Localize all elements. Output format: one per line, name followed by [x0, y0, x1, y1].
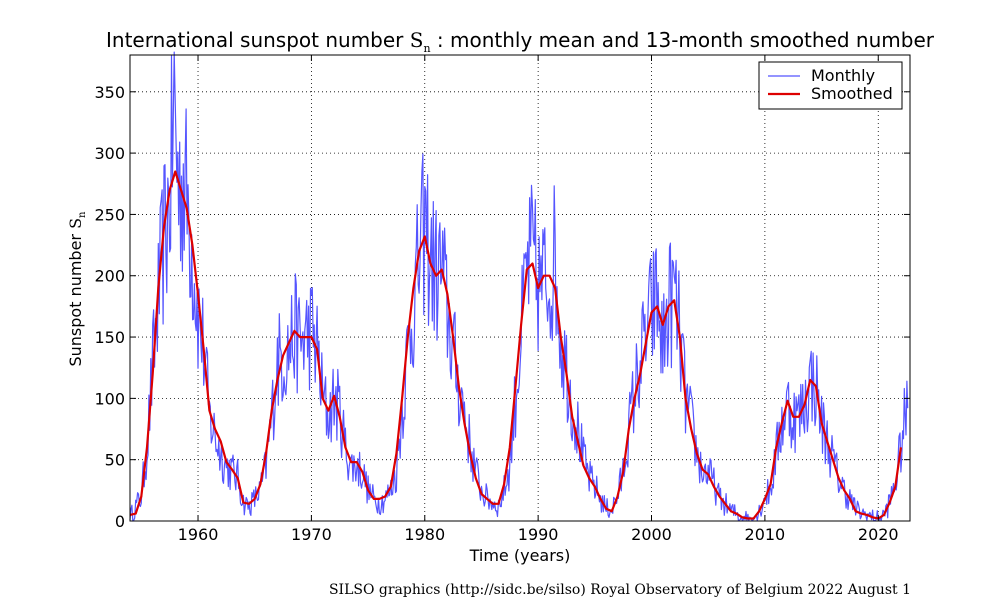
x-tick-label: 1980	[404, 525, 445, 544]
series-smoothed-line	[129, 170, 902, 520]
chart-title-symbol: S	[410, 28, 424, 52]
legend-label-smoothed: Smoothed	[811, 84, 893, 103]
y-axis-label-symbol: S	[66, 218, 85, 229]
chart-title: International sunspot number Sn : monthl…	[106, 28, 935, 55]
x-tick-label: 2010	[745, 525, 786, 544]
x-axis-label: Time (years)	[469, 546, 571, 565]
credit-text: SILSO graphics (http://sidc.be/silso) Ro…	[329, 582, 911, 598]
x-tick-label: 1960	[178, 525, 219, 544]
x-tick-label: 1970	[291, 525, 332, 544]
x-tick-label: 2020	[858, 525, 899, 544]
y-tick-label: 150	[94, 328, 125, 347]
plot-frame	[129, 54, 911, 522]
y-tick-label: 300	[94, 144, 125, 163]
legend: Monthly Smoothed	[758, 61, 903, 110]
chart-title-rest: : monthly mean and 13-month smoothed num…	[431, 28, 935, 52]
axis-ticks: 1960 1970 1980 1990 2000 2010 2020 0 50 100 150 200…	[94, 55, 910, 544]
y-tick-label: 0	[115, 512, 125, 531]
y-tick-label: 250	[94, 205, 125, 224]
legend-box	[758, 61, 903, 110]
y-axis-label-sub: n	[77, 211, 88, 218]
y-tick-label: 200	[94, 267, 125, 286]
y-tick-label: 50	[105, 451, 125, 470]
y-tick-label: 350	[94, 83, 125, 102]
y-axis-label-main: Sunspot number	[66, 229, 85, 367]
legend-label-monthly: Monthly	[811, 66, 875, 85]
x-tick-label: 2000	[631, 525, 672, 544]
chart-title-main: International sunspot number	[106, 28, 410, 52]
chart-title-sub: n	[423, 42, 430, 55]
y-axis-label: Sunspot number Sn	[66, 211, 88, 367]
x-tick-label: 1990	[518, 525, 559, 544]
plot-area	[129, 51, 909, 522]
y-tick-label: 100	[94, 389, 125, 408]
